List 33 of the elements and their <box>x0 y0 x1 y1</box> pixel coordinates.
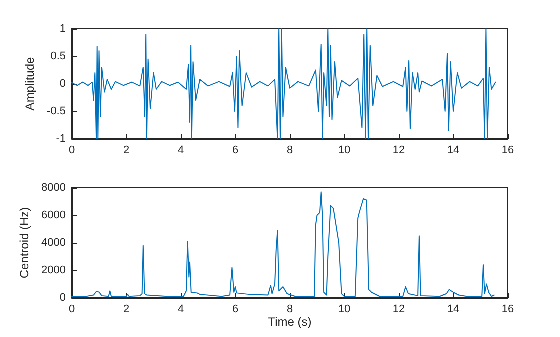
x-tick-label: 4 <box>178 304 184 316</box>
x-tick-label: 2 <box>123 144 130 156</box>
x-axis-title: Time (s) <box>268 314 312 329</box>
y-tick-label: 0 <box>60 78 66 90</box>
x-tick-label: 10 <box>338 304 351 316</box>
y-tick-label: 1 <box>60 23 66 35</box>
x-tick-label: 16 <box>502 144 514 156</box>
y-tick-label: -1 <box>56 133 66 145</box>
y-tick-label: 6000 <box>42 210 66 222</box>
x-tick-label: 2 <box>123 304 130 316</box>
x-tick-label: 8 <box>286 304 294 316</box>
x-tick-label: 14 <box>447 304 460 316</box>
x-tick-label: 14 <box>447 144 460 156</box>
y-tick-label: 4000 <box>42 237 66 249</box>
line-series <box>72 192 495 298</box>
y-tick-label: 8000 <box>42 182 66 194</box>
y-tick-label: -0.5 <box>47 106 66 118</box>
x-tick-label: 12 <box>392 144 406 156</box>
y-axis-title: Amplitude <box>23 57 38 111</box>
x-tick-label: 0 <box>68 304 76 316</box>
x-tick-label: 16 <box>502 304 514 316</box>
x-tick-label: 12 <box>392 304 406 316</box>
x-tick-label: 10 <box>338 144 351 156</box>
x-tick-label: 8 <box>286 144 294 156</box>
x-tick-label: 4 <box>178 144 184 156</box>
x-tick-label: 6 <box>232 304 239 316</box>
y-tick-label: 2000 <box>42 264 66 276</box>
line-series <box>72 28 496 140</box>
y-axis-title: Centroid (Hz) <box>18 207 32 279</box>
x-tick-label: 6 <box>232 144 239 156</box>
y-tick-label: 0 <box>60 292 66 304</box>
y-tick-label: 0.5 <box>50 50 66 62</box>
x-tick-label: 0 <box>68 144 76 156</box>
